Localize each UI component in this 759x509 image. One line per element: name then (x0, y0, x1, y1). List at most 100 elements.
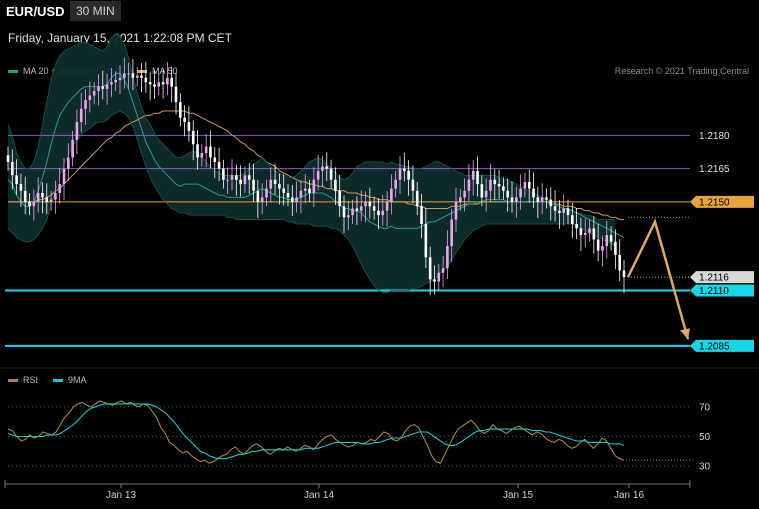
candle-body (579, 228, 583, 236)
candle-body (523, 181, 527, 189)
candle-body (131, 73, 135, 78)
candle (291, 185, 294, 217)
candle-body (282, 188, 285, 193)
candle (321, 155, 324, 187)
candle (433, 265, 436, 295)
candle-body (226, 179, 229, 181)
candle (502, 177, 505, 200)
candle (200, 144, 204, 167)
candle-body (415, 190, 419, 207)
candle (222, 159, 225, 189)
candle-body (67, 157, 70, 169)
candle (282, 174, 285, 206)
candle (506, 178, 509, 212)
candle-body (553, 206, 557, 211)
candle-body (88, 95, 92, 100)
candle (135, 66, 139, 87)
candle (187, 106, 191, 142)
candle-body (454, 201, 458, 220)
candle-body (299, 190, 303, 198)
candle-body (239, 179, 242, 185)
candle (179, 93, 182, 127)
candle (420, 193, 423, 239)
candle (36, 177, 40, 213)
candle-body (273, 179, 277, 185)
ma20-swatch (8, 69, 18, 73)
candle (325, 152, 329, 182)
candle-body (411, 179, 415, 191)
candle (338, 174, 341, 217)
candle-body (489, 179, 492, 191)
candle-body (583, 232, 587, 236)
candle-body (540, 197, 544, 202)
candle-body (71, 139, 74, 158)
candle (372, 197, 376, 220)
candle-body (209, 146, 212, 158)
candle (286, 184, 290, 207)
candle (454, 187, 458, 232)
candle (450, 208, 453, 263)
candle-body (338, 190, 341, 207)
candle-body (278, 184, 281, 189)
candle (355, 196, 359, 225)
interval-button[interactable]: 30 MIN (70, 1, 121, 21)
candle-body (97, 86, 100, 92)
candle-body (217, 161, 221, 169)
candle (23, 176, 27, 215)
candle (161, 69, 165, 99)
candle-body (312, 179, 316, 193)
candle (510, 181, 514, 213)
price-badge-3 (690, 271, 754, 284)
candle (92, 82, 96, 105)
candle (235, 164, 238, 196)
candle (390, 174, 393, 215)
candle-body (428, 257, 432, 280)
candle-body (484, 190, 488, 198)
candle (101, 70, 105, 100)
candle (583, 218, 587, 248)
candle-body (243, 175, 247, 185)
candle-body (153, 84, 156, 87)
candle-body (355, 208, 359, 211)
candle (428, 246, 432, 296)
candle-body (446, 246, 449, 269)
x-tick-label-1: Jan 14 (304, 490, 334, 501)
candle-body (118, 77, 122, 80)
candle (196, 130, 199, 170)
symbol-label: EUR/USD (6, 4, 65, 19)
candle (209, 130, 212, 169)
candle (170, 67, 173, 103)
candle-body (247, 175, 251, 180)
candle (110, 68, 113, 97)
candle (45, 183, 49, 215)
candle-body (252, 179, 255, 191)
candle-body (463, 190, 466, 198)
rsi-line (7, 400, 625, 464)
candle (114, 71, 117, 92)
candle-body (588, 228, 591, 233)
candle-body (204, 146, 208, 154)
candle (252, 163, 255, 202)
candle (527, 169, 531, 203)
candle (532, 172, 535, 209)
candle-body (571, 215, 574, 224)
candle (359, 190, 363, 222)
candle (183, 105, 186, 137)
price-badge-label-3: 1.2116 (699, 273, 729, 284)
candle (558, 200, 561, 229)
candle-body (562, 208, 565, 213)
candle-body (256, 190, 260, 202)
candle-body (381, 210, 385, 216)
candle (157, 73, 161, 96)
candle (226, 167, 229, 194)
candle-body (166, 77, 169, 85)
ma20-line (7, 72, 625, 238)
candle (553, 190, 557, 222)
candle-body (545, 197, 548, 200)
candle (256, 180, 260, 218)
candle (269, 167, 273, 203)
candle-body (230, 175, 234, 180)
candle (609, 226, 613, 251)
candle-body (614, 241, 617, 256)
